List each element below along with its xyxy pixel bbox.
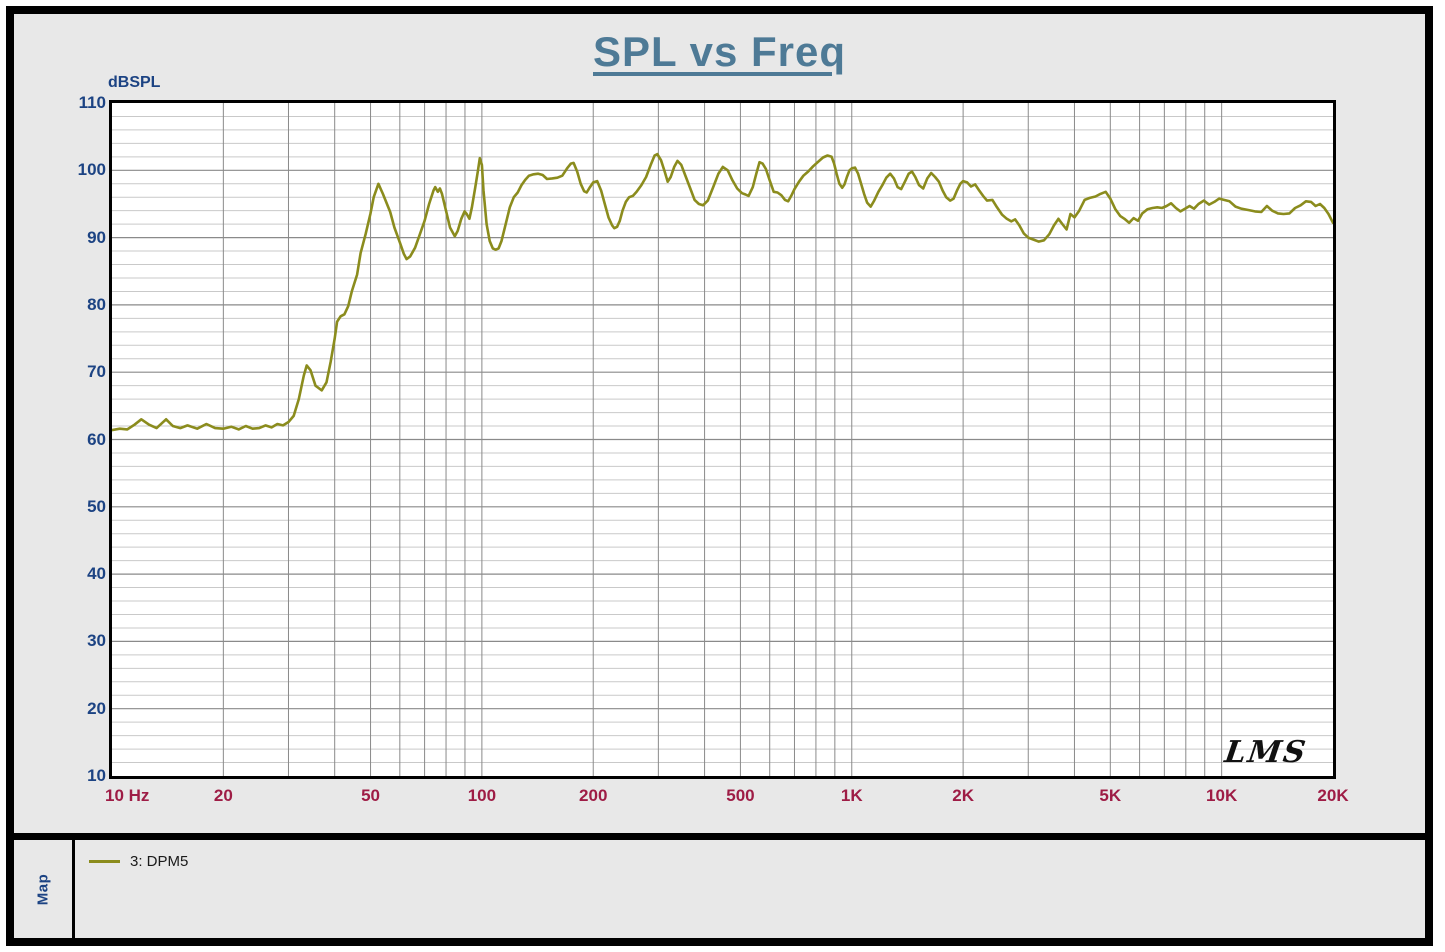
y-tick-label: 60 bbox=[87, 429, 106, 449]
y-tick-label: 110 bbox=[78, 93, 106, 112]
lms-signature: LMS bbox=[1222, 735, 1310, 770]
y-tick-label: 10 bbox=[87, 766, 106, 785]
x-tick-label: 2K bbox=[952, 786, 974, 805]
legend-item-label: 3: DPM5 bbox=[130, 853, 189, 870]
y-axis-unit-label: dBSPL bbox=[108, 74, 161, 91]
panel-divider bbox=[14, 833, 1425, 840]
y-tick-label: 80 bbox=[87, 294, 106, 314]
legend-panel: 3: DPM5 bbox=[75, 840, 1425, 938]
y-tick-label: 30 bbox=[87, 631, 106, 651]
legend-curve-swatch bbox=[89, 860, 120, 863]
x-tick-label: 10K bbox=[1206, 786, 1238, 805]
x-tick-label: 20 bbox=[213, 786, 233, 805]
x-tick-label: 20K bbox=[1317, 786, 1349, 805]
y-tick-label: 100 bbox=[77, 160, 106, 180]
map-tab-label: Map bbox=[34, 873, 52, 905]
y-tick-label: 50 bbox=[87, 496, 106, 516]
x-tick-label: 5K bbox=[1099, 786, 1122, 805]
spl-vs-freq-plot: LMS bbox=[109, 100, 1336, 779]
map-tab[interactable]: Map bbox=[14, 840, 75, 938]
x-tick-label: 50 bbox=[361, 786, 380, 805]
y-tick-label: 70 bbox=[87, 362, 106, 382]
legend-item[interactable]: 3: DPM5 bbox=[89, 853, 1425, 870]
page-title: SPL vs Freq bbox=[593, 28, 846, 75]
chart-panel: SPL vs Freq dBSPL LMS 110 100 90 80 70 60 50 40… bbox=[14, 14, 1425, 833]
y-tick-label: 40 bbox=[87, 564, 106, 584]
plot-canvas bbox=[112, 103, 1333, 776]
x-tick-label: 10 Hz bbox=[105, 786, 150, 805]
lms-app-window: SPL vs Freq dBSPL LMS 110 100 90 80 70 60 50 40… bbox=[6, 6, 1433, 946]
legend-row: Map 3: DPM5 bbox=[14, 840, 1425, 938]
y-tick-label: 90 bbox=[87, 227, 106, 247]
x-tick-label: 1K bbox=[840, 786, 863, 805]
x-tick-label: 200 bbox=[579, 786, 608, 805]
x-tick-label: 100 bbox=[467, 786, 497, 805]
x-tick-label: 500 bbox=[726, 786, 755, 805]
spl-curve bbox=[112, 152, 1333, 432]
y-tick-label: 20 bbox=[87, 698, 106, 718]
